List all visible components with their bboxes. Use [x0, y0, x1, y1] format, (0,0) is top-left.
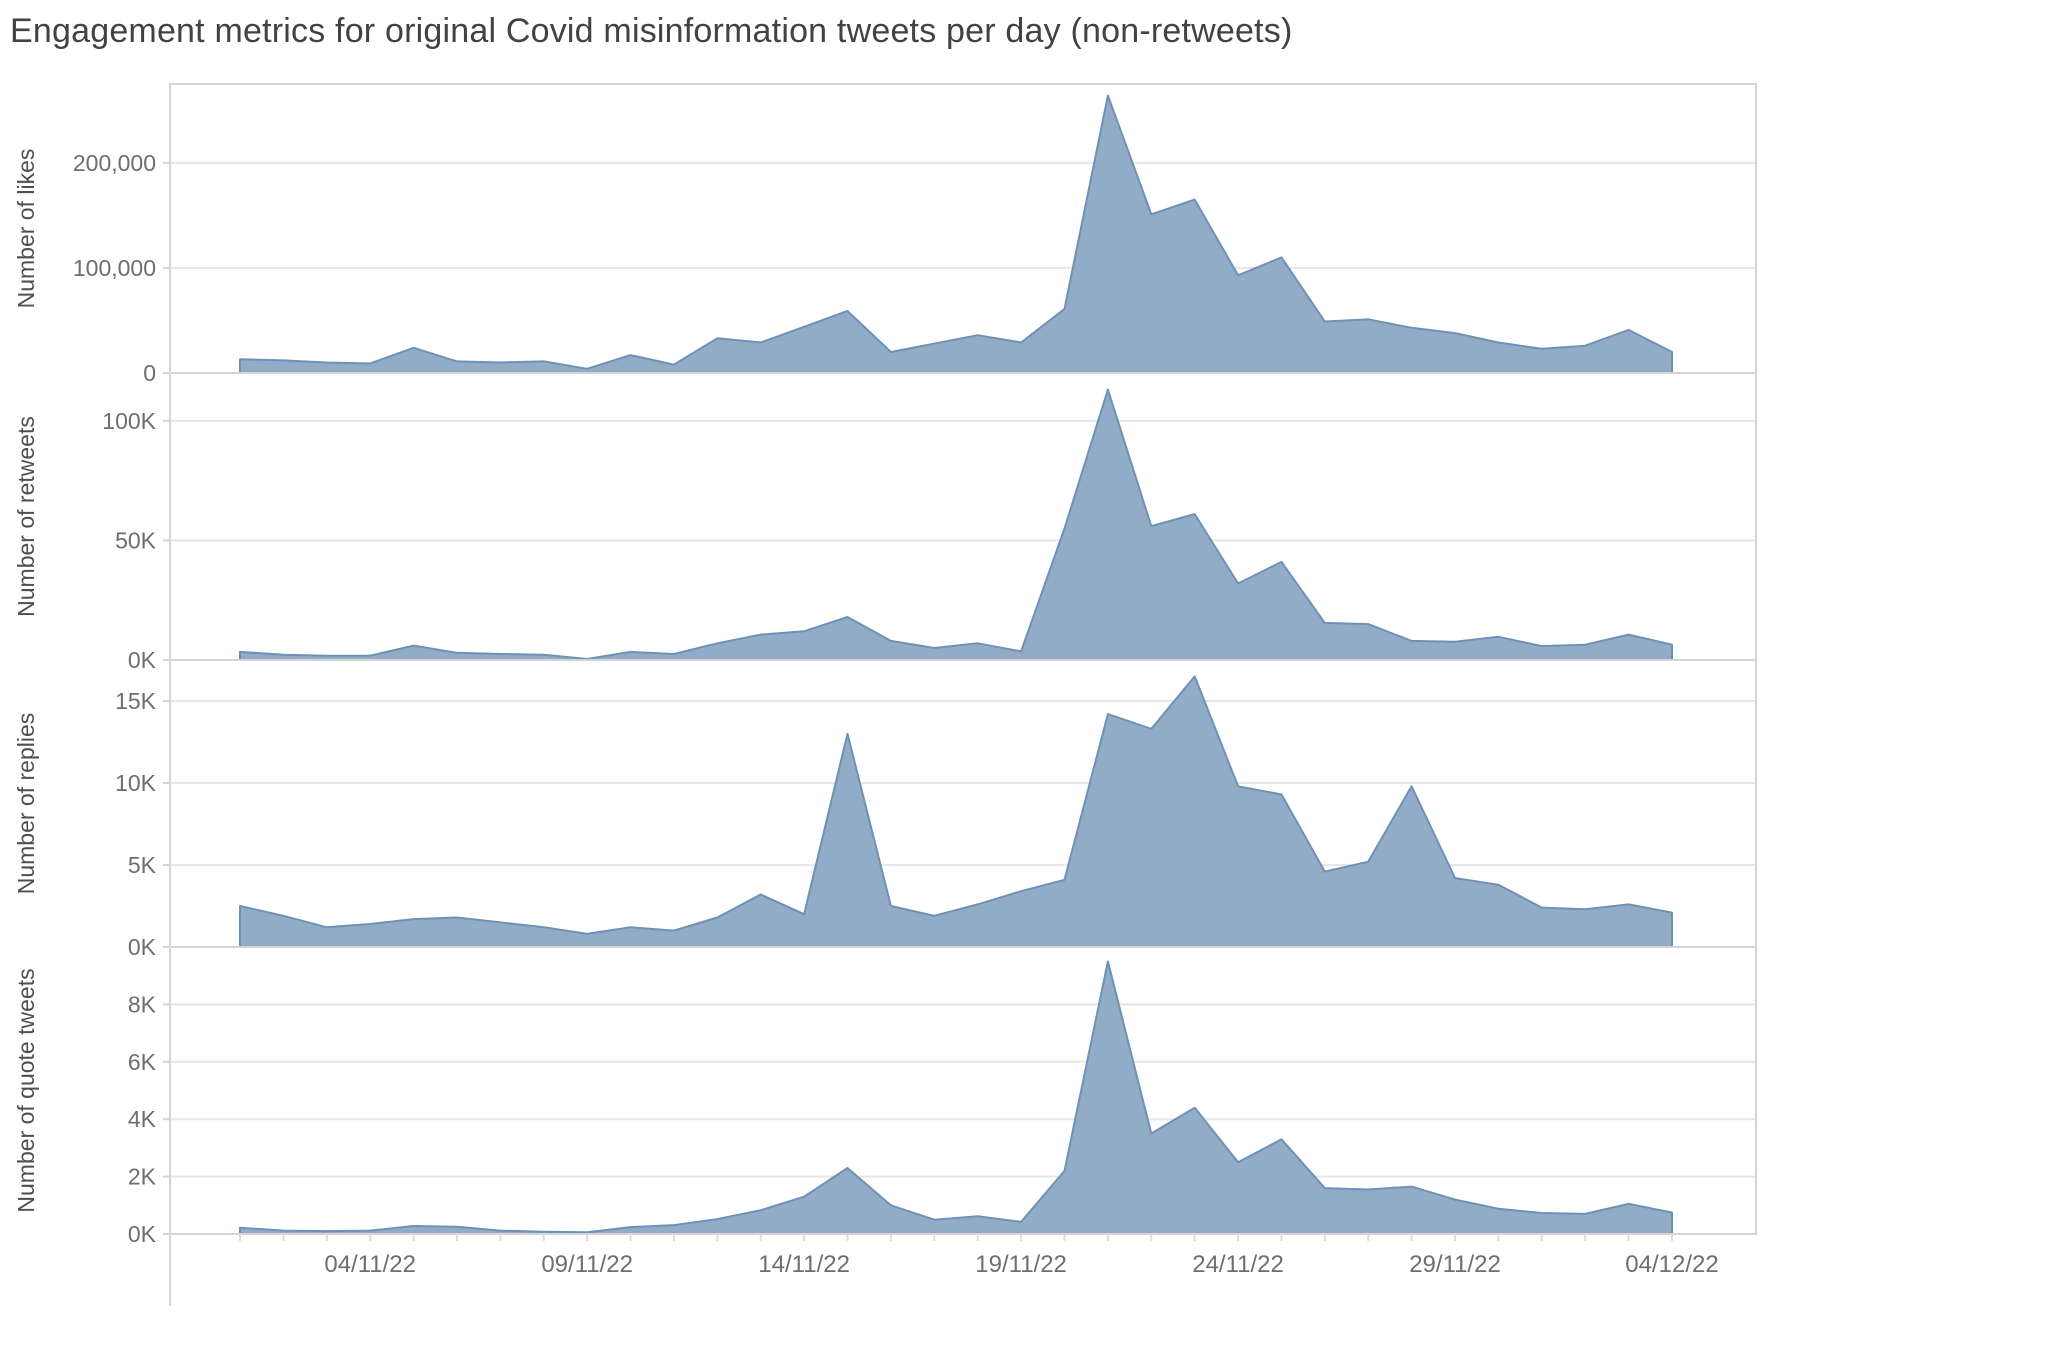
panel-retweets: 0K 50K 100K Number of retweets [13, 372, 1757, 673]
y-tick-label: 2K [128, 1164, 157, 1190]
x-tick-label: 14/11/22 [758, 1251, 850, 1278]
y-tick-label: 6K [128, 1049, 157, 1075]
panel-likes: 0 100,000 200,000 Number of likes [13, 83, 1757, 386]
x-tick-label: 29/11/22 [1409, 1251, 1501, 1278]
x-tick-label: 19/11/22 [975, 1251, 1067, 1278]
y-tick-label: 200,000 [73, 150, 156, 176]
area-series-retweets[interactable] [240, 389, 1672, 660]
panel-border [169, 372, 1757, 661]
area-series-quote-tweets[interactable] [240, 961, 1672, 1234]
area-outline-likes [239, 94, 1673, 373]
area-series-replies[interactable] [240, 676, 1672, 947]
panel-border [169, 946, 1757, 1235]
x-axis: 04/11/22 09/11/22 14/11/22 19/11/22 24/11/22… [169, 1234, 1719, 1306]
y-tick-label: 0K [128, 647, 157, 673]
panel-border [169, 83, 1757, 374]
y-tick-label: 4K [128, 1106, 157, 1132]
area-outline-retweets [239, 388, 1673, 660]
x-tick-label: 09/11/22 [541, 1251, 633, 1278]
x-tick-label: 24/11/22 [1192, 1251, 1284, 1278]
area-series-likes[interactable] [240, 95, 1672, 373]
area-outline-quote-tweets [239, 960, 1673, 1234]
x-tick-label: 04/12/22 [1625, 1251, 1718, 1278]
x-tick-label: 04/11/22 [324, 1251, 416, 1278]
area-outline-replies [239, 675, 1673, 947]
y-axis-title-replies: Number of replies [13, 713, 39, 895]
y-tick-label: 10K [115, 770, 157, 796]
panel-quote-tweets: 0K 2K 4K 6K 8K Number of quote tweets [13, 946, 1757, 1247]
y-tick-label: 0K [128, 1221, 157, 1247]
chart-title: Engagement metrics for original Covid mi… [10, 12, 1293, 50]
y-tick-label: 0 [143, 360, 156, 386]
y-tick-label: 50K [115, 527, 157, 553]
y-tick-label: 100K [102, 408, 156, 434]
y-tick-label: 15K [115, 688, 157, 714]
y-axis-title-retweets: Number of retweets [13, 416, 39, 617]
y-tick-label: 8K [128, 991, 157, 1017]
y-axis-title-quote-tweets: Number of quote tweets [13, 968, 39, 1212]
y-tick-label: 0K [128, 934, 157, 960]
y-axis-title-likes: Number of likes [13, 149, 39, 309]
y-tick-label: 5K [128, 852, 157, 878]
panel-replies: 0K 5K 10K 15K Number of replies [13, 659, 1757, 960]
y-tick-label: 100,000 [73, 255, 156, 281]
